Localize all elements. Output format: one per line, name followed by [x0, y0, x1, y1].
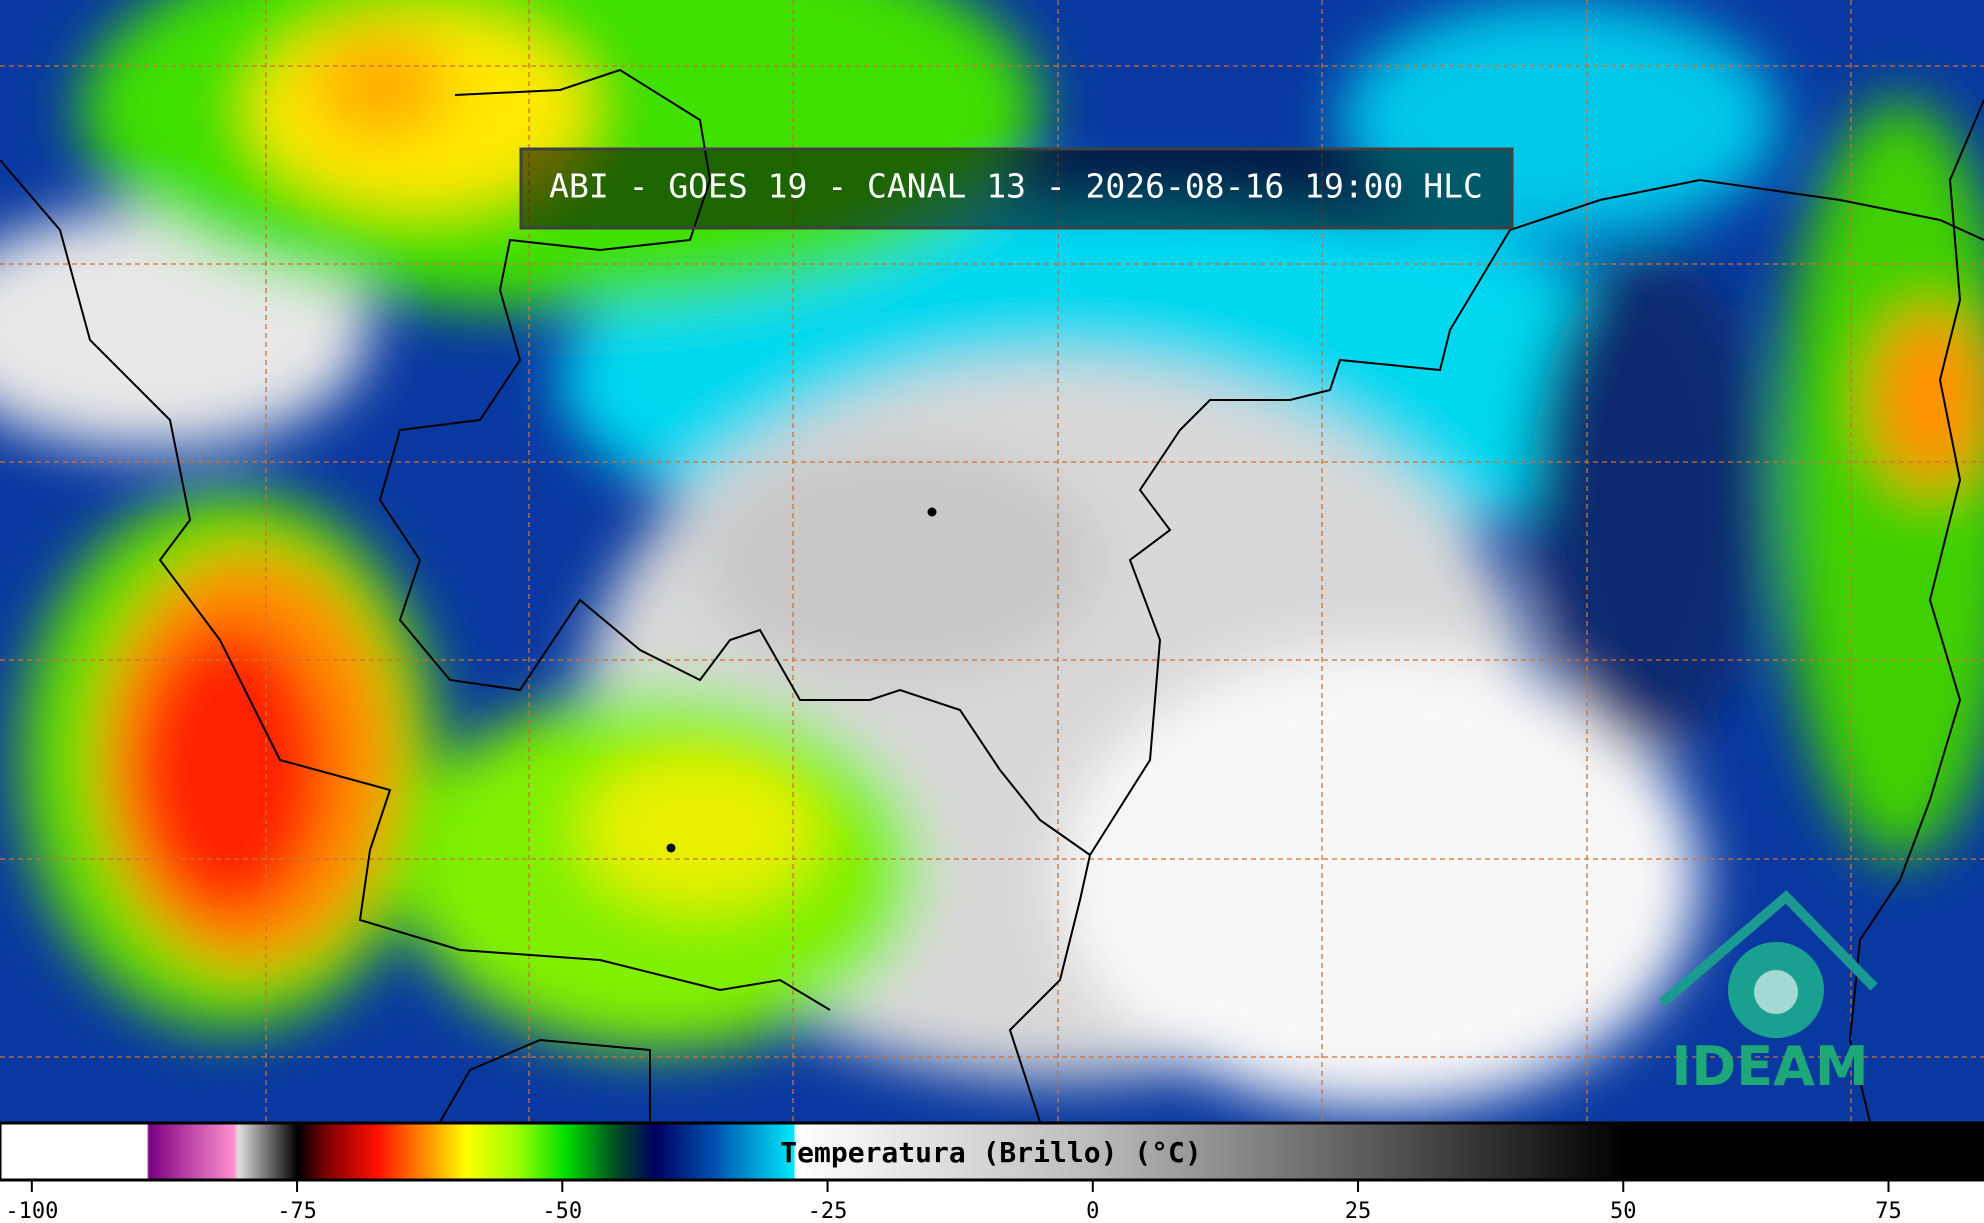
logo-text: IDEAM — [1671, 1035, 1868, 1098]
tick-label: 75 — [1875, 1199, 1902, 1223]
tick-label: -50 — [542, 1199, 582, 1223]
tick-label: -75 — [277, 1199, 317, 1223]
title-box: ABI - GOES 19 - CANAL 13 - 2026-08-16 19… — [519, 147, 1514, 230]
tick-label: -25 — [808, 1199, 848, 1223]
tick-label: 0 — [1086, 1199, 1099, 1223]
tick-label: 50 — [1610, 1199, 1637, 1223]
logo: IDEAM — [1658, 890, 1878, 1098]
tick-label: 25 — [1345, 1199, 1372, 1223]
tick-label: -100 — [5, 1199, 58, 1223]
map — [0, 0, 1984, 1123]
colorbar-label: Temperatura (Brillo) (°C) — [780, 1136, 1201, 1169]
colorbar: Temperatura (Brillo) (°C) — [0, 1121, 1984, 1182]
title: ABI - GOES 19 - CANAL 13 - 2026-08-16 19… — [549, 167, 1483, 206]
